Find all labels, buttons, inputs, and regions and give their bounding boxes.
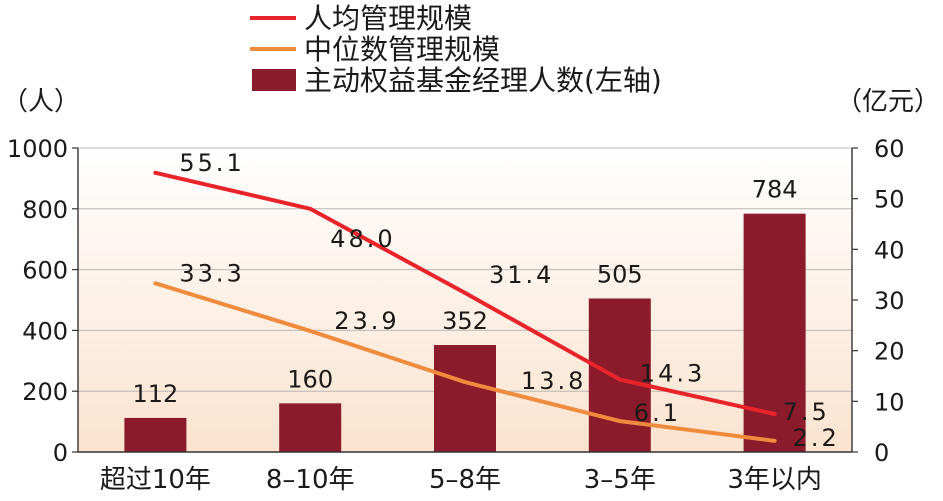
legend-label: 人均管理规模 [304,2,472,35]
line-value-label: 31.4 [489,261,554,289]
left-tick-label: 400 [22,317,68,345]
category-label: 5–8年 [429,465,501,495]
category-label: 超过10年 [100,465,211,495]
line-value-label: 6.1 [634,399,681,427]
category-label: 3年以内 [727,465,822,495]
left-tick-label: 0 [53,439,68,467]
line-value-label: 13.8 [521,367,586,395]
right-axis-unit: （亿元） [836,87,940,117]
right-tick-label: 40 [874,236,905,264]
bar-value-label: 505 [597,260,643,288]
line-value-label: 23.9 [334,307,399,335]
left-axis-unit: （人） [2,87,80,117]
line-value-label: 14.3 [640,360,705,388]
bar [434,344,496,452]
right-tick-label: 0 [874,439,889,467]
legend-bar-swatch [252,69,296,91]
right-tick-label: 60 [874,135,905,163]
right-tick-label: 10 [874,388,905,416]
bar [124,417,187,452]
left-tick-label: 1000 [7,135,68,163]
legend-label: 主动权益基金经理人数(左轴) [304,64,662,97]
line-value-label: 2.2 [793,424,840,452]
left-tick-label: 600 [22,257,68,285]
right-tick-label: 20 [874,338,905,366]
bar [588,298,651,452]
line-value-label: 33.3 [179,259,244,287]
right-tick-label: 30 [874,287,905,315]
bar-value-label: 112 [132,380,178,408]
line-value-label: 55.1 [179,149,244,177]
line-value-label: 48.0 [330,225,395,253]
category-label: 3–5年 [584,465,656,495]
right-tick-label: 50 [874,186,905,214]
bar-value-label: 160 [287,365,333,393]
category-label: 8–10年 [266,465,355,495]
legend-label: 中位数管理规模 [304,33,500,66]
bar-value-label: 352 [442,307,488,335]
left-tick-label: 800 [22,196,68,224]
left-tick-label: 200 [22,378,68,406]
bar [279,403,342,452]
line-value-label: 7.5 [783,398,830,426]
bar-value-label: 784 [752,176,798,204]
